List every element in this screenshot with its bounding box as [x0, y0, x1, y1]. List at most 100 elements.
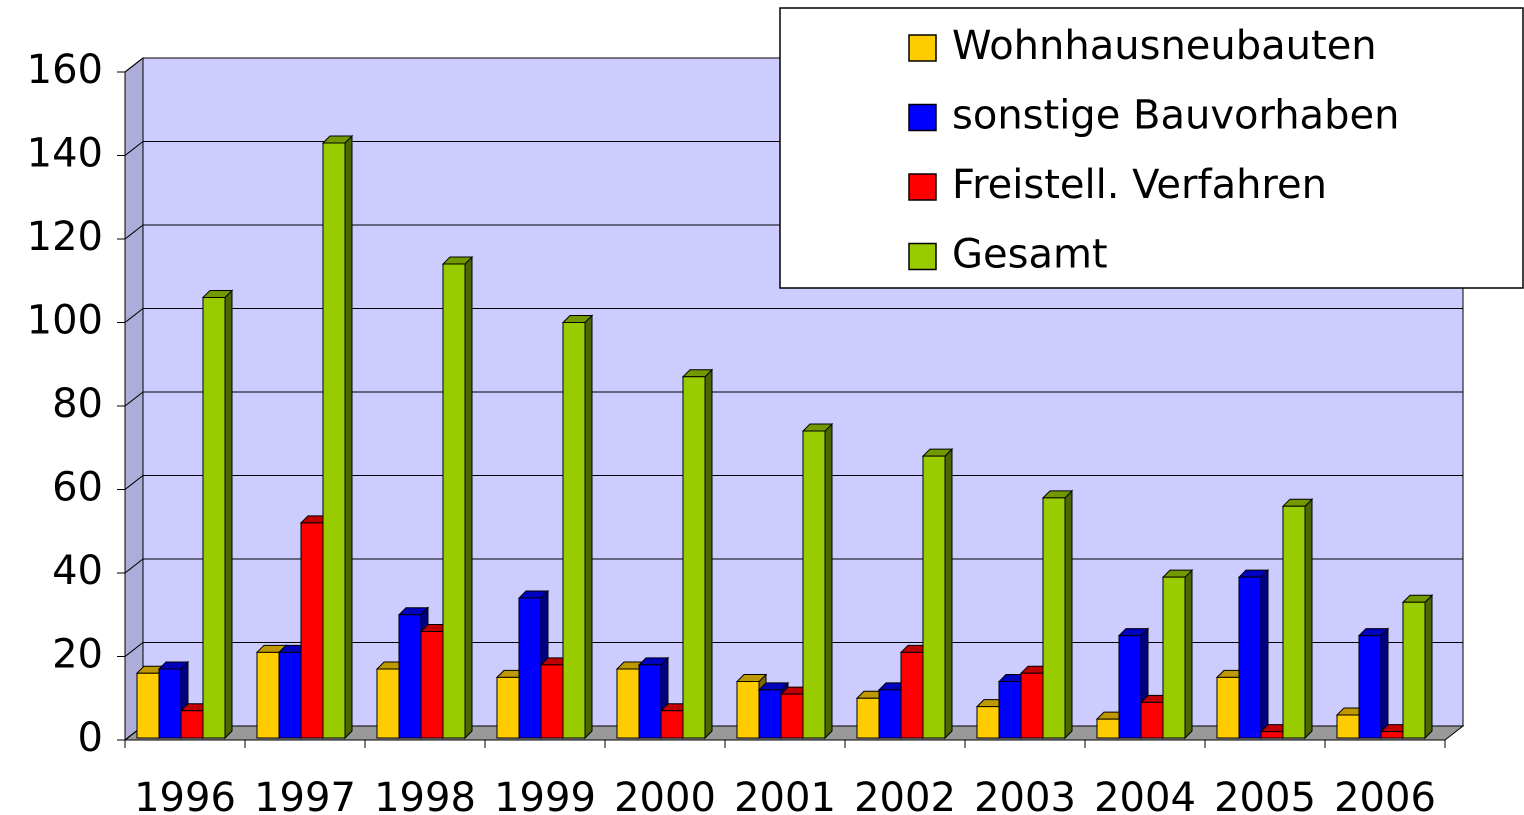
x-tick-label: 1996 [134, 775, 236, 815]
grid-line [124, 391, 1463, 407]
bar-front [998, 681, 1022, 739]
bar-front [398, 614, 422, 739]
legend-swatch [908, 173, 937, 201]
x-tick-label: 2005 [1214, 775, 1316, 815]
grid-line [124, 558, 1463, 574]
bar-side [824, 422, 833, 740]
bar-front [1096, 718, 1120, 739]
bar-side [1260, 568, 1269, 740]
bar-front [442, 263, 466, 739]
bar-front [856, 697, 880, 739]
y-tick-label: 80 [52, 381, 103, 427]
bar [1281, 497, 1314, 740]
x-tick-label: 2003 [974, 775, 1076, 815]
bar-front [158, 668, 182, 739]
bar-front [922, 455, 946, 739]
bar-side [1380, 627, 1389, 740]
bar-front [878, 689, 902, 739]
legend-swatch [908, 103, 937, 132]
y-tick-label: 60 [52, 465, 103, 511]
x-tick-label: 2000 [614, 775, 716, 815]
legend-label: Freistell. Verfahren [952, 162, 1327, 208]
bar [637, 656, 670, 740]
bar-front [900, 651, 924, 739]
bar [1161, 568, 1194, 740]
bar [1237, 568, 1270, 740]
bar-front [1216, 676, 1240, 739]
grid-line [124, 475, 1463, 490]
bar-front [780, 693, 804, 739]
bar-front [256, 651, 280, 739]
y-tick-label: 0 [78, 715, 103, 761]
y-tick-label: 40 [52, 548, 103, 594]
bar-front [322, 142, 346, 739]
bar [681, 368, 714, 740]
bar-front [300, 522, 324, 739]
bar-side [224, 289, 233, 740]
x-tick-label: 1999 [494, 775, 596, 815]
bar-front [802, 430, 826, 739]
bar-front [376, 668, 400, 739]
bar-front [976, 706, 1000, 739]
bar-front [562, 322, 586, 739]
grid-line [124, 308, 1463, 323]
legend-label: sonstige Bauvorhaben [952, 93, 1399, 139]
x-tick-label: 1998 [374, 775, 476, 815]
y-tick-label: 100 [27, 298, 103, 344]
bar-side [1064, 489, 1073, 740]
x-tick-label: 1997 [254, 775, 356, 815]
bar [441, 255, 474, 740]
bar-front [136, 672, 160, 739]
bar-front [1140, 701, 1164, 739]
bar-side [944, 447, 953, 740]
grid-line [124, 642, 1463, 657]
bar-front [616, 668, 640, 739]
legend-swatch [908, 242, 937, 271]
bar [1357, 627, 1390, 740]
bar-front [638, 664, 662, 739]
bar-side [584, 314, 593, 740]
bar-front [1358, 635, 1382, 739]
legend-box [779, 7, 1524, 289]
bar [561, 314, 594, 740]
bar-front [1042, 497, 1066, 739]
bar-front [1380, 731, 1404, 739]
bar-front [682, 376, 706, 739]
y-tick-label: 140 [27, 131, 103, 177]
y-tick-label: 160 [27, 47, 103, 93]
bar [801, 422, 834, 740]
bar-front [278, 651, 302, 739]
bar-front [1336, 714, 1360, 739]
bar-front [758, 689, 782, 739]
bar-front [518, 597, 542, 739]
x-tick-label: 2006 [1334, 775, 1436, 815]
bar-side [1304, 497, 1313, 740]
bar-front [1282, 505, 1306, 739]
bar [321, 134, 354, 740]
bar-side [1184, 568, 1193, 740]
bar-side [704, 368, 713, 740]
bar-front [1118, 635, 1142, 739]
bar-front [180, 710, 204, 739]
bar [201, 289, 234, 740]
bar-front [202, 296, 226, 739]
legend-label: Wohnhausneubauten [952, 23, 1377, 69]
bar-side [344, 134, 353, 740]
bar [1041, 489, 1074, 740]
y-tick-label: 20 [52, 632, 103, 678]
x-tick-label: 2002 [854, 775, 956, 815]
bar-front [420, 630, 444, 739]
legend-label: Gesamt [952, 232, 1108, 278]
bar-front [1402, 601, 1426, 739]
bar-side [464, 255, 473, 740]
bar-front [1020, 672, 1044, 739]
bar-front [736, 681, 760, 739]
x-tick-label: 2004 [1094, 775, 1196, 815]
bar-front [496, 676, 520, 739]
y-tick-label: 120 [27, 214, 103, 260]
bar-front [540, 664, 564, 739]
x-tick-label: 2001 [734, 775, 836, 815]
bar-front [1260, 731, 1284, 739]
bar-front [660, 710, 684, 739]
